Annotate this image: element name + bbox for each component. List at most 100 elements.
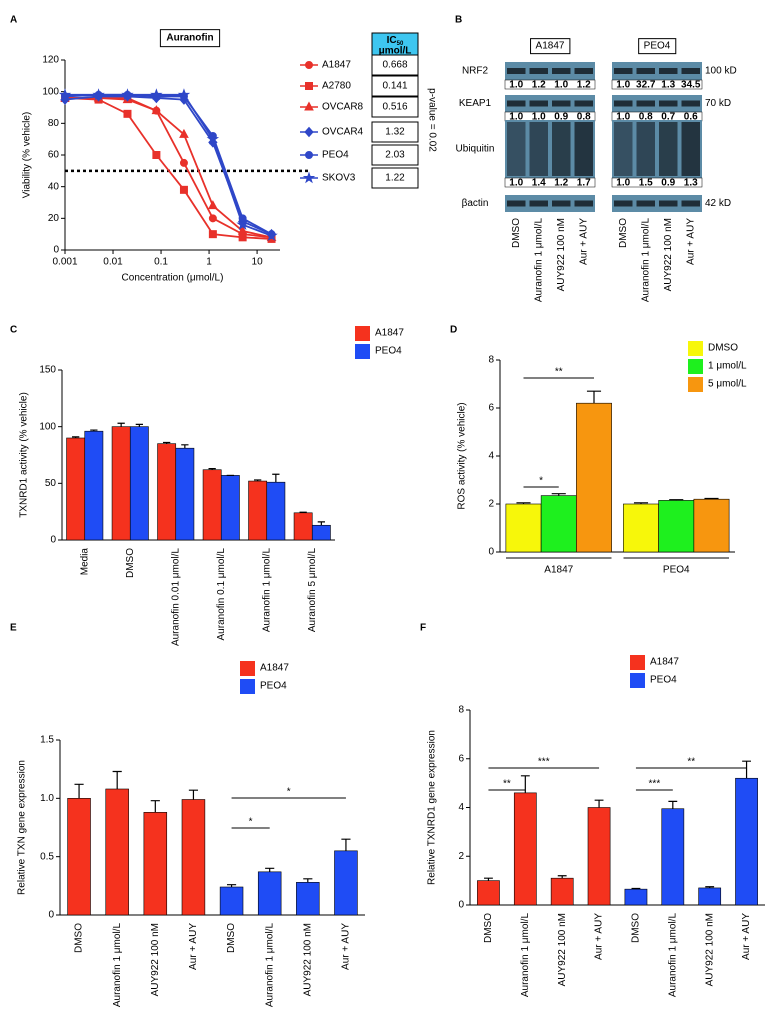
group-box xyxy=(638,38,677,55)
bar xyxy=(698,887,722,906)
legend-swatch xyxy=(240,679,255,694)
y-tick-label: 1.5 xyxy=(40,735,54,746)
row-label: NRF2 xyxy=(462,66,489,77)
error-bar xyxy=(135,423,143,427)
quant-value: 1.0 xyxy=(554,80,568,91)
error-bar xyxy=(586,390,602,404)
blot-band xyxy=(659,100,678,107)
quant-strip xyxy=(504,79,596,90)
panel-letter: C xyxy=(10,325,17,336)
x-tick-label: Auranofin 1 μmol/L xyxy=(667,913,678,998)
error-bar xyxy=(150,800,160,813)
significance-label: * xyxy=(287,787,291,798)
bar xyxy=(111,426,131,541)
y-tick-label: 2 xyxy=(488,499,494,510)
ic50-cell xyxy=(371,96,419,118)
blot-strip xyxy=(612,62,702,80)
legend-swatch xyxy=(355,344,370,359)
ic50-value: 2.03 xyxy=(385,150,405,161)
group-box xyxy=(530,38,571,55)
error-bar xyxy=(484,877,493,881)
x-tick-label: Aur + AUY xyxy=(594,913,605,960)
lane-label: DMSO xyxy=(511,218,522,248)
lane-label: Auranofin 1 μmol/L xyxy=(640,218,651,303)
point xyxy=(179,128,189,138)
legend-swatch xyxy=(688,359,703,374)
point xyxy=(237,225,248,235)
legend-label: DMSO xyxy=(708,343,738,354)
blot-band xyxy=(507,68,526,74)
blot-strip xyxy=(612,195,702,212)
legend-label: PEO4 xyxy=(260,681,287,692)
bar xyxy=(540,495,577,553)
error-bar xyxy=(668,800,678,809)
point xyxy=(179,185,188,194)
y-tick-label: 100 xyxy=(39,421,56,432)
x-tick-label: Aur + AUY xyxy=(741,913,752,960)
point xyxy=(238,233,247,242)
bar xyxy=(550,877,574,906)
error-bar xyxy=(520,775,530,793)
blot-band xyxy=(614,200,633,207)
legend-marker xyxy=(305,151,313,159)
error-bar xyxy=(704,497,719,500)
bar xyxy=(693,498,730,553)
x-tick-label: 0.01 xyxy=(103,257,123,268)
blot-strip xyxy=(505,195,595,212)
bar xyxy=(219,886,244,916)
x-tick-label: Auranofin 5 μmol/L xyxy=(307,548,318,633)
legend-swatch xyxy=(240,661,255,676)
quant-value: 1.3 xyxy=(684,178,698,189)
bar xyxy=(105,788,129,916)
size-label: 100 kD xyxy=(705,66,737,77)
legend-marker xyxy=(305,82,313,90)
blot-band xyxy=(507,122,526,176)
ic50-value: 1.32 xyxy=(385,127,405,138)
bar xyxy=(266,481,286,541)
ic50-cell xyxy=(371,144,419,166)
blot-band xyxy=(636,68,655,74)
ic50-header-label: IC50 xyxy=(387,35,404,47)
blot-band xyxy=(636,122,655,176)
x-tick-label: AUY922 100 nM xyxy=(302,923,313,996)
x-tick-label: A1847 xyxy=(544,565,573,576)
error-bar xyxy=(188,789,199,800)
blot-band xyxy=(636,100,655,107)
y-tick-label: 0 xyxy=(488,547,494,558)
blot-band xyxy=(614,100,633,107)
row-label: Ubiquitin xyxy=(456,144,495,155)
x-tick-label: Auranofin 0.01 μmol/L xyxy=(170,548,181,646)
y-tick-label: 0 xyxy=(48,910,54,921)
quant-value: 0.6 xyxy=(684,112,698,123)
significance-label: *** xyxy=(538,757,550,768)
y-tick-label: 8 xyxy=(488,355,494,366)
legend-swatch xyxy=(630,655,645,670)
quant-value: 0.7 xyxy=(661,112,675,123)
legend-label: PEO4 xyxy=(650,675,677,686)
bar xyxy=(477,880,500,906)
bar xyxy=(67,798,91,916)
point xyxy=(152,151,161,159)
quant-value: 1.2 xyxy=(554,178,568,189)
error-bar xyxy=(72,436,80,438)
lane-label: Auranofin 1 μmol/L xyxy=(533,218,544,303)
x-tick-label: DMSO xyxy=(125,548,136,578)
error-bar xyxy=(669,499,684,501)
chart-title: Auranofin xyxy=(166,33,213,44)
point xyxy=(265,229,278,242)
x-tick-label: Auranofin 1 μmol/L xyxy=(264,923,275,1008)
bar xyxy=(513,792,537,906)
quant-value: 1.0 xyxy=(509,178,523,189)
series-line xyxy=(65,97,272,239)
y-tick-label: 2 xyxy=(458,851,464,862)
group-label: PEO4 xyxy=(644,41,671,52)
bar xyxy=(84,430,104,541)
y-tick-label: 0 xyxy=(458,900,464,911)
y-axis-label: Relative TXN gene expression xyxy=(17,760,28,895)
blot-band xyxy=(574,200,593,207)
legend-label: A1847 xyxy=(322,60,351,71)
error-bar xyxy=(303,878,313,883)
x-tick-label: 1 xyxy=(206,257,212,268)
group-label: A1847 xyxy=(536,41,565,52)
legend-label: PEO4 xyxy=(375,346,402,357)
